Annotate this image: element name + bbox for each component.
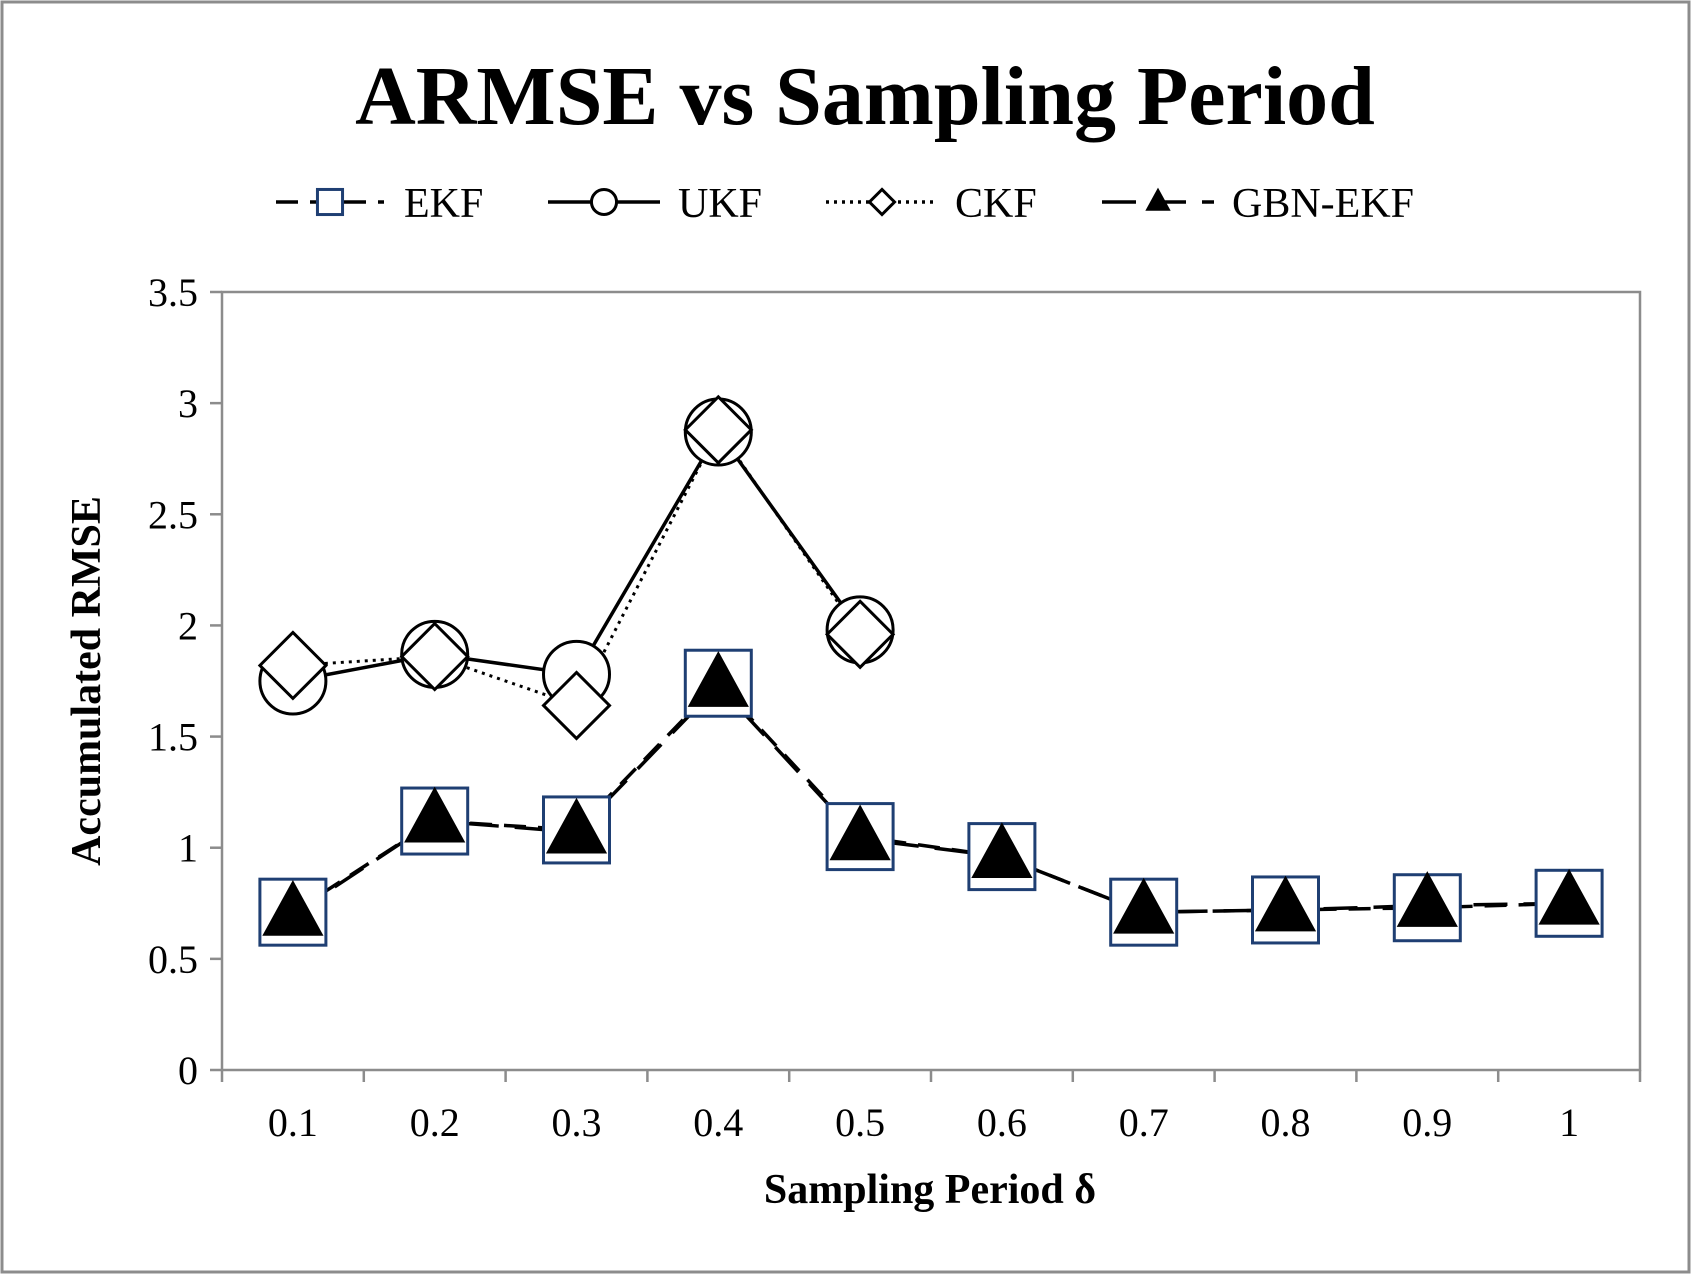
x-tick-label: 1 — [1559, 1100, 1579, 1145]
y-tick-label: 3 — [178, 381, 198, 426]
x-tick-label: 0.1 — [268, 1100, 318, 1145]
chart-legend: EKF UKF CKF GBN-EKF — [276, 181, 1414, 227]
y-tick-label: 0.5 — [148, 937, 198, 982]
legend-item-ckf: CKF — [826, 181, 1037, 227]
gbn-ekf-point — [1396, 871, 1458, 927]
y-tick-label: 2 — [178, 603, 198, 648]
x-tick-label: 0.4 — [693, 1100, 743, 1145]
legend-marker — [1145, 187, 1171, 211]
chart-title: ARMSE vs Sampling Period — [355, 50, 1375, 143]
ckf-point — [257, 630, 329, 701]
gbn-ekf-point — [971, 822, 1033, 879]
ckf-point — [824, 599, 896, 670]
gbn-ekf-point — [1538, 868, 1600, 925]
series-gbn-ekf-markers — [262, 651, 1600, 936]
legend-item-ukf: UKF — [548, 181, 762, 227]
series-line — [291, 682, 1570, 916]
x-tick-label: 0.2 — [410, 1100, 460, 1145]
gbn-ekf-point — [1113, 877, 1175, 934]
y-tick-label: 2.5 — [148, 492, 198, 537]
legend-marker — [589, 187, 619, 217]
legend-marker — [867, 187, 897, 217]
legend-item-gbn-ekf: GBN-EKF — [1102, 181, 1414, 227]
y-axis: 0 0.5 1 1.5 2 2.5 3 3.5 — [148, 270, 222, 1093]
ckf-point — [541, 670, 612, 741]
x-tick-label: 0.6 — [977, 1100, 1027, 1145]
y-axis-label: Accumulated RMSE — [64, 496, 110, 866]
x-axis-label: Sampling Period δ — [764, 1167, 1096, 1213]
legend-label: CKF — [955, 181, 1037, 227]
x-tick-label: 0.5 — [835, 1100, 885, 1145]
y-tick-label: 1.5 — [148, 715, 198, 760]
x-tick-label: 0.3 — [552, 1100, 602, 1145]
legend-label: GBN-EKF — [1232, 181, 1414, 227]
legend-marker — [315, 187, 345, 217]
x-axis: 0.1 0.2 0.3 0.4 0.5 0.6 0.7 0.8 0.9 1 — [220, 1070, 1642, 1145]
ckf-point — [683, 394, 754, 465]
series-ckf-markers — [257, 394, 896, 741]
gbn-ekf-point — [1254, 875, 1317, 932]
gbn-ekf-point — [545, 797, 608, 854]
legend-item-ekf: EKF — [276, 181, 483, 227]
y-tick-label: 3.5 — [148, 270, 198, 315]
gbn-ekf-point — [262, 880, 324, 936]
legend-label: UKF — [678, 181, 762, 227]
ckf-point — [399, 621, 470, 692]
series-gbn-ekf-line — [291, 682, 1570, 916]
x-tick-label: 0.8 — [1261, 1100, 1311, 1145]
y-tick-label: 0 — [178, 1048, 198, 1093]
legend-label: EKF — [404, 181, 483, 227]
y-tick-label: 1 — [178, 826, 198, 871]
gbn-ekf-point — [829, 804, 891, 861]
gbn-ekf-point — [687, 651, 749, 707]
gbn-ekf-point — [404, 786, 466, 843]
x-tick-label: 0.7 — [1119, 1100, 1169, 1145]
x-tick-label: 0.9 — [1402, 1100, 1452, 1145]
series-layer — [257, 394, 1604, 947]
